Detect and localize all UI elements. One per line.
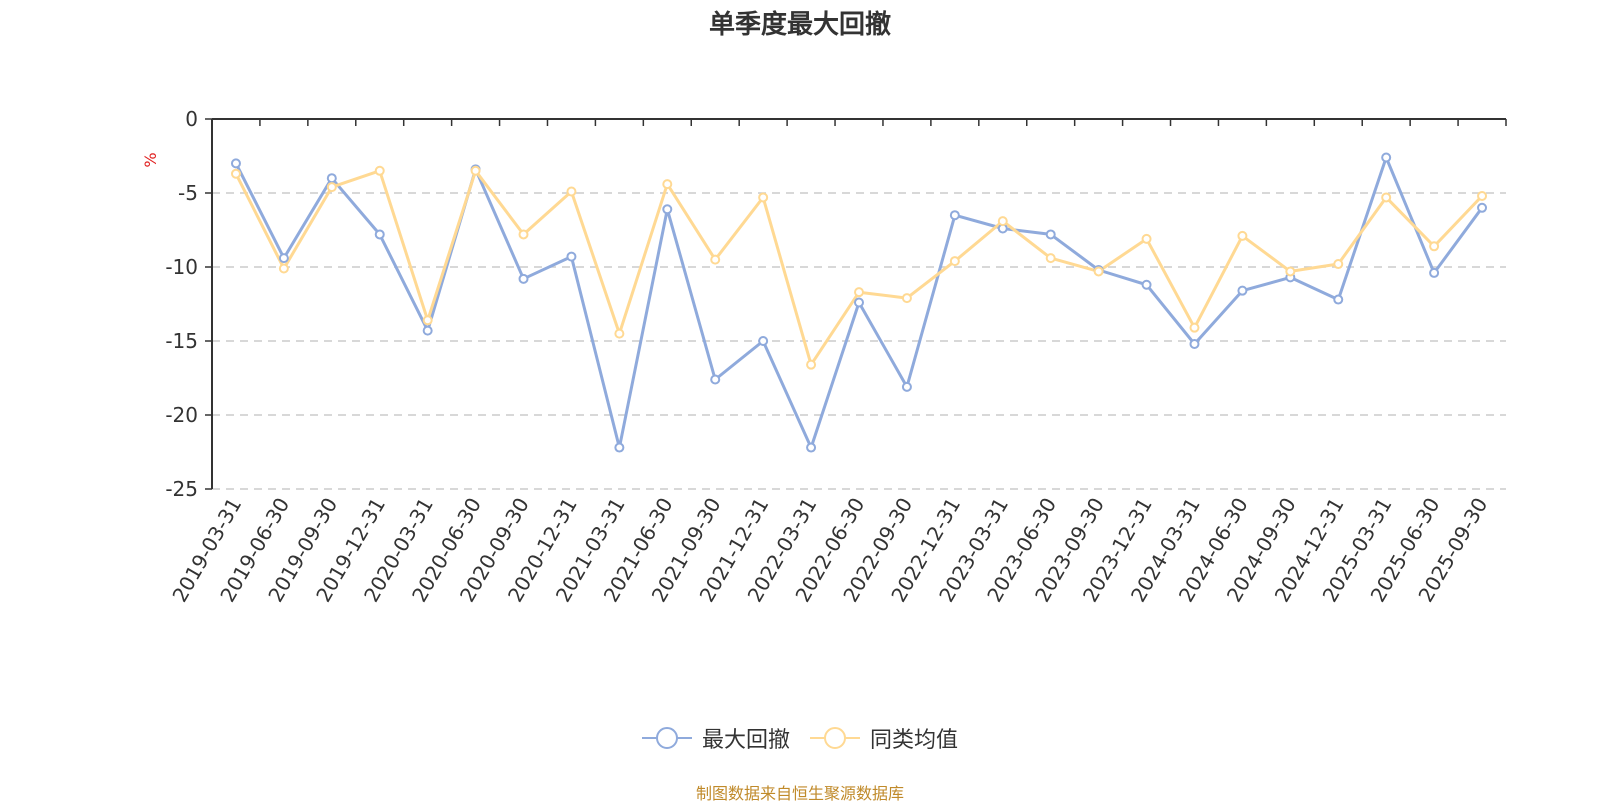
y-tick-label: -25 <box>165 477 198 501</box>
data-point-series-1 <box>614 442 625 453</box>
data-point-series-2 <box>1045 253 1056 264</box>
data-point-series-1 <box>1141 279 1152 290</box>
data-point-series-2 <box>1381 192 1392 203</box>
data-point-series-2 <box>1333 259 1344 270</box>
source-note: 制图数据来自恒生聚源数据库 <box>695 784 904 803</box>
data-point-series-1 <box>662 204 673 215</box>
data-point-series-2 <box>662 179 673 190</box>
data-point-series-1 <box>901 381 912 392</box>
y-tick-label: -5 <box>178 181 198 205</box>
data-point-series-2 <box>614 328 625 339</box>
data-point-series-1 <box>1237 285 1248 296</box>
legend-line-circle-icon <box>810 727 860 749</box>
data-point-series-2 <box>1093 266 1104 277</box>
data-point-series-2 <box>422 315 433 326</box>
data-point-series-2 <box>470 165 481 176</box>
data-point-series-2 <box>949 256 960 267</box>
grid-layer <box>212 192 1506 490</box>
y-tick-label: -20 <box>165 403 198 427</box>
data-point-series-1 <box>518 273 529 284</box>
legend-label: 同类均值 <box>870 728 959 753</box>
y-tick-label: -15 <box>165 329 198 353</box>
axis-layer: 0-5-10-15-20-252019-03-312019-06-302019-… <box>165 107 1507 606</box>
legend-item-series-1[interactable]: 最大回撤 <box>641 722 790 754</box>
data-point-series-2 <box>758 192 769 203</box>
legend-line-circle-icon <box>641 727 692 749</box>
data-point-series-1 <box>806 442 817 453</box>
data-point-series-2 <box>1141 233 1152 244</box>
data-point-series-2 <box>566 186 577 197</box>
data-point-series-1 <box>949 210 960 221</box>
data-point-series-2 <box>1285 266 1296 277</box>
data-point-series-2 <box>854 287 864 298</box>
data-point-series-1 <box>1045 229 1056 240</box>
data-point-series-2 <box>326 182 337 193</box>
data-point-series-2 <box>806 359 817 370</box>
data-point-series-1 <box>278 253 289 264</box>
data-point-series-1 <box>758 336 769 346</box>
legend-label: 最大回撤 <box>701 728 790 753</box>
data-point-series-1 <box>1429 267 1440 278</box>
data-point-series-2 <box>278 263 289 274</box>
data-point-series-1 <box>1381 152 1392 163</box>
series-layer <box>230 152 1488 453</box>
legend-item-series-2[interactable]: 同类均值 <box>810 722 958 754</box>
chart-title: 单季度最大回撤 <box>708 10 891 40</box>
data-point-series-1 <box>1333 294 1344 305</box>
data-point-series-2 <box>230 168 241 179</box>
data-point-series-1 <box>374 229 385 240</box>
y-axis-unit-label: % <box>141 152 160 167</box>
data-point-series-1 <box>710 374 721 385</box>
data-point-series-1 <box>566 251 577 262</box>
data-point-series-1 <box>422 325 433 336</box>
data-point-series-1 <box>854 297 864 308</box>
data-point-series-2 <box>1429 241 1440 252</box>
data-point-series-2 <box>1237 230 1248 241</box>
data-point-series-1 <box>1477 202 1488 213</box>
data-point-series-2 <box>901 293 912 304</box>
y-tick-label: 0 <box>185 107 198 131</box>
data-point-series-2 <box>518 229 529 240</box>
data-point-series-2 <box>1189 322 1200 333</box>
data-point-series-2 <box>997 216 1008 227</box>
data-point-series-1 <box>230 158 241 169</box>
data-point-series-2 <box>1477 190 1488 201</box>
data-point-series-1 <box>326 173 337 184</box>
legend: 最大回撤 同类均值 <box>0 722 1600 754</box>
data-point-series-2 <box>374 165 385 176</box>
data-point-series-2 <box>710 254 721 265</box>
data-point-series-1 <box>1189 338 1200 349</box>
y-tick-label: -10 <box>165 255 198 279</box>
